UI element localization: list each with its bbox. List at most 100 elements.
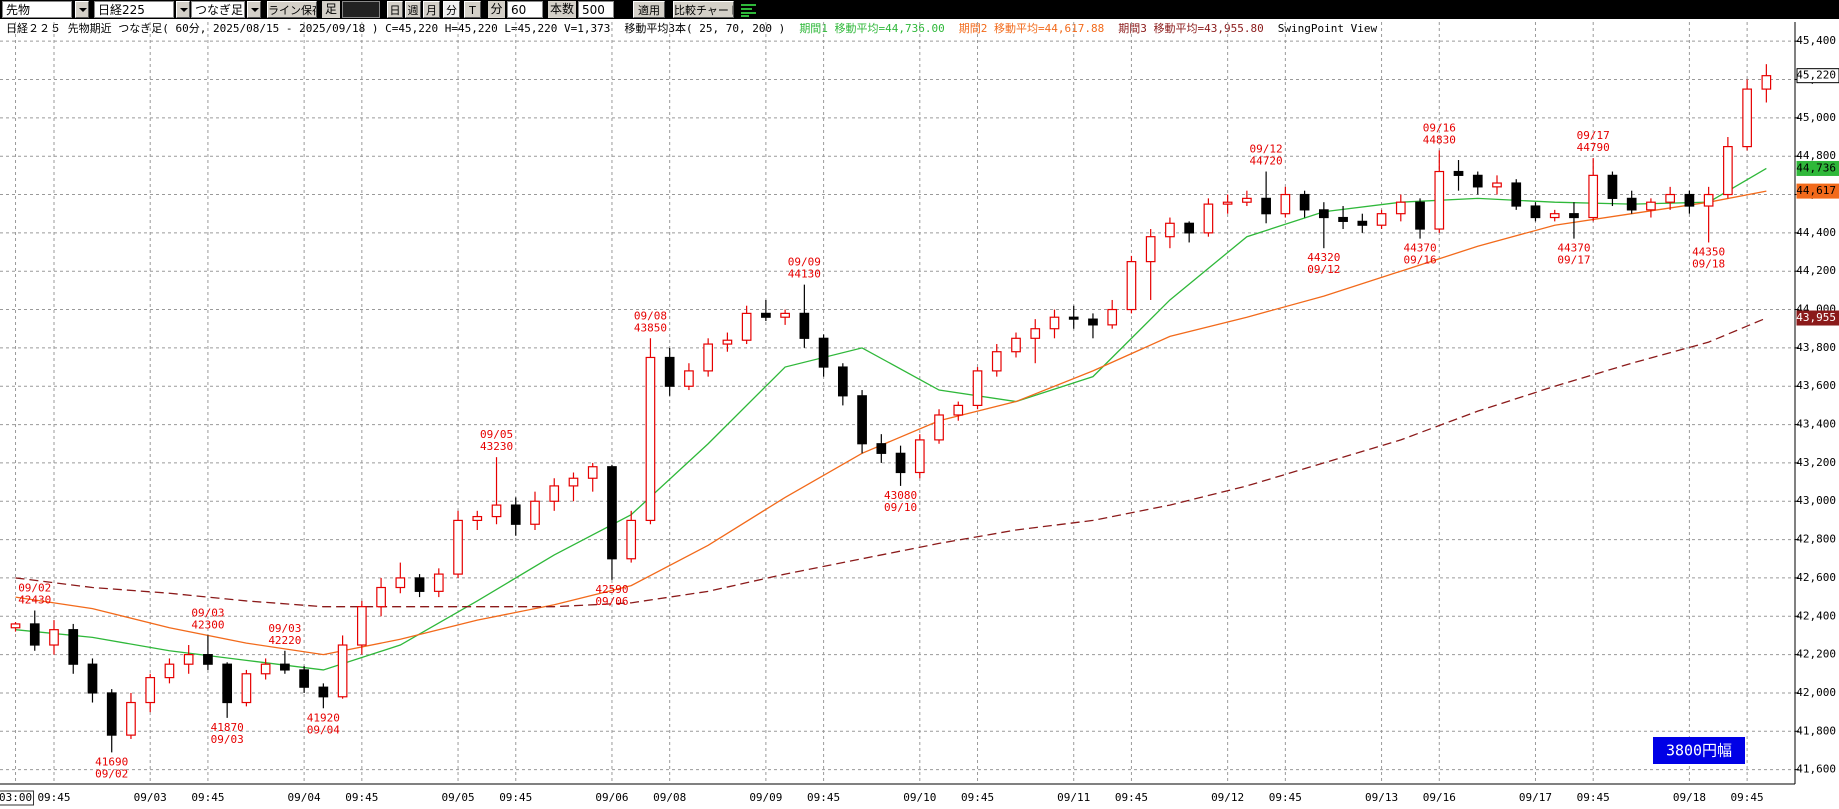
candle-body — [626, 519, 637, 560]
candle-body — [68, 629, 79, 665]
dropdown-button[interactable] — [75, 1, 89, 18]
x-tick-label: 09:45 — [1731, 791, 1764, 804]
x-tick-label: 09/11 — [1057, 791, 1090, 804]
candle-body — [587, 466, 598, 479]
candle-body — [1588, 174, 1599, 219]
dropdown-button[interactable] — [176, 1, 190, 18]
moving-average-line — [15, 167, 1767, 671]
swing-price: 43850 — [634, 321, 667, 334]
candle-body — [741, 312, 752, 341]
candle-body — [722, 339, 733, 345]
x-tick-label: 09/09 — [749, 791, 782, 804]
candle-body — [607, 466, 617, 560]
x-tick-label: 09/12 — [1211, 791, 1244, 804]
x-tick-label: 09/08 — [653, 791, 686, 804]
bar-label: 足 — [322, 1, 340, 18]
range-label-box — [1653, 737, 1745, 764]
series-select[interactable]: つなぎ足 — [191, 1, 245, 18]
swing-date: 09/02 — [18, 582, 51, 595]
chart-icon[interactable] — [740, 2, 758, 17]
apply-button[interactable]: 適用 — [633, 1, 665, 18]
candle-body — [1203, 203, 1214, 234]
candle-body — [1607, 174, 1618, 199]
minute-input[interactable]: 60 — [507, 1, 543, 18]
candle-body — [914, 439, 925, 474]
swing-date: 09/06 — [595, 595, 628, 608]
swing-price: 44350 — [1692, 245, 1725, 258]
swing-price: 44830 — [1423, 133, 1456, 146]
minute-label: 分 — [488, 1, 505, 18]
candle-body — [1665, 193, 1676, 203]
ma-badge: 44,617 — [1796, 184, 1836, 197]
x-tick-label: 09/05 — [441, 791, 474, 804]
market-select[interactable]: 先物 — [2, 1, 72, 18]
dropdown-button[interactable] — [247, 1, 261, 18]
count-input[interactable]: 500 — [578, 1, 614, 18]
candle-body — [260, 663, 271, 675]
ma-badge: 43,955 — [1796, 311, 1836, 324]
y-tick-label: 42,400 — [1796, 609, 1836, 622]
y-tick-label: 43,800 — [1796, 341, 1836, 354]
candle-body — [1395, 201, 1406, 215]
daily-button[interactable]: 日 — [387, 1, 403, 18]
swing-price: 42220 — [268, 634, 301, 647]
candle-body — [337, 644, 348, 698]
ma-legend: 期間3 移動平均=43,955.80 — [1118, 21, 1263, 35]
view-label: SwingPoint View — [1278, 22, 1378, 35]
candle-body — [1318, 209, 1329, 219]
tick-button[interactable]: T — [464, 1, 481, 18]
candle-body — [10, 623, 21, 629]
x-tick-label: 09:45 — [1269, 791, 1302, 804]
candle-body — [1049, 316, 1060, 330]
y-tick-label: 42,000 — [1796, 686, 1836, 699]
candle-body — [1145, 236, 1156, 263]
save-lines-button[interactable]: ライン保存 — [267, 1, 317, 18]
x-tick-label: 09/16 — [1423, 791, 1456, 804]
candle-body — [1472, 174, 1483, 188]
swing-price: 41870 — [211, 721, 244, 734]
y-tick-label: 44,200 — [1796, 264, 1836, 277]
ma-badge-box — [1796, 183, 1839, 199]
candle-body — [1299, 193, 1310, 211]
swing-date: 09/17 — [1577, 129, 1610, 142]
candle-body — [183, 654, 194, 665]
candle-body — [1242, 197, 1252, 203]
y-tick-label: 42,600 — [1796, 571, 1836, 584]
symbol-select[interactable]: 日経225 — [94, 1, 174, 18]
candle-body — [1280, 193, 1291, 215]
candle-body — [164, 663, 175, 679]
swing-price: 44130 — [788, 268, 821, 281]
bar-box[interactable] — [342, 1, 380, 18]
candle-body — [530, 500, 540, 525]
x-tick-label: 09/03 — [134, 791, 167, 804]
candle-body — [395, 577, 406, 589]
candle-body — [49, 629, 59, 646]
candle-body — [145, 677, 156, 704]
swing-price: 41920 — [307, 711, 340, 724]
close-badge-box — [1796, 68, 1839, 84]
swing-date: 09/12 — [1250, 143, 1283, 156]
candle-body — [1011, 337, 1021, 353]
monthly-button[interactable]: 月 — [423, 1, 440, 18]
swing-date: 09/16 — [1423, 121, 1456, 134]
candle-body — [799, 312, 810, 339]
candle-body — [761, 312, 771, 318]
candle-body — [568, 477, 579, 487]
x-tick-label: 09:45 — [807, 791, 840, 804]
candle-body — [1684, 193, 1695, 207]
minute-button[interactable]: 分 — [443, 1, 460, 18]
compare-button[interactable]: 比較チャート — [673, 1, 734, 18]
candle-body — [857, 395, 867, 445]
candle-body — [934, 414, 944, 441]
candle-body — [222, 663, 233, 704]
weekly-button[interactable]: 週 — [405, 1, 421, 18]
candle-body — [818, 337, 829, 368]
y-tick-label: 43,600 — [1796, 379, 1836, 392]
y-tick-label: 43,400 — [1796, 418, 1836, 431]
candle-body — [29, 623, 40, 646]
candle-body — [895, 452, 906, 474]
candle-body — [703, 343, 714, 372]
ma-badge-box — [1796, 160, 1839, 176]
candle-body — [549, 485, 560, 502]
